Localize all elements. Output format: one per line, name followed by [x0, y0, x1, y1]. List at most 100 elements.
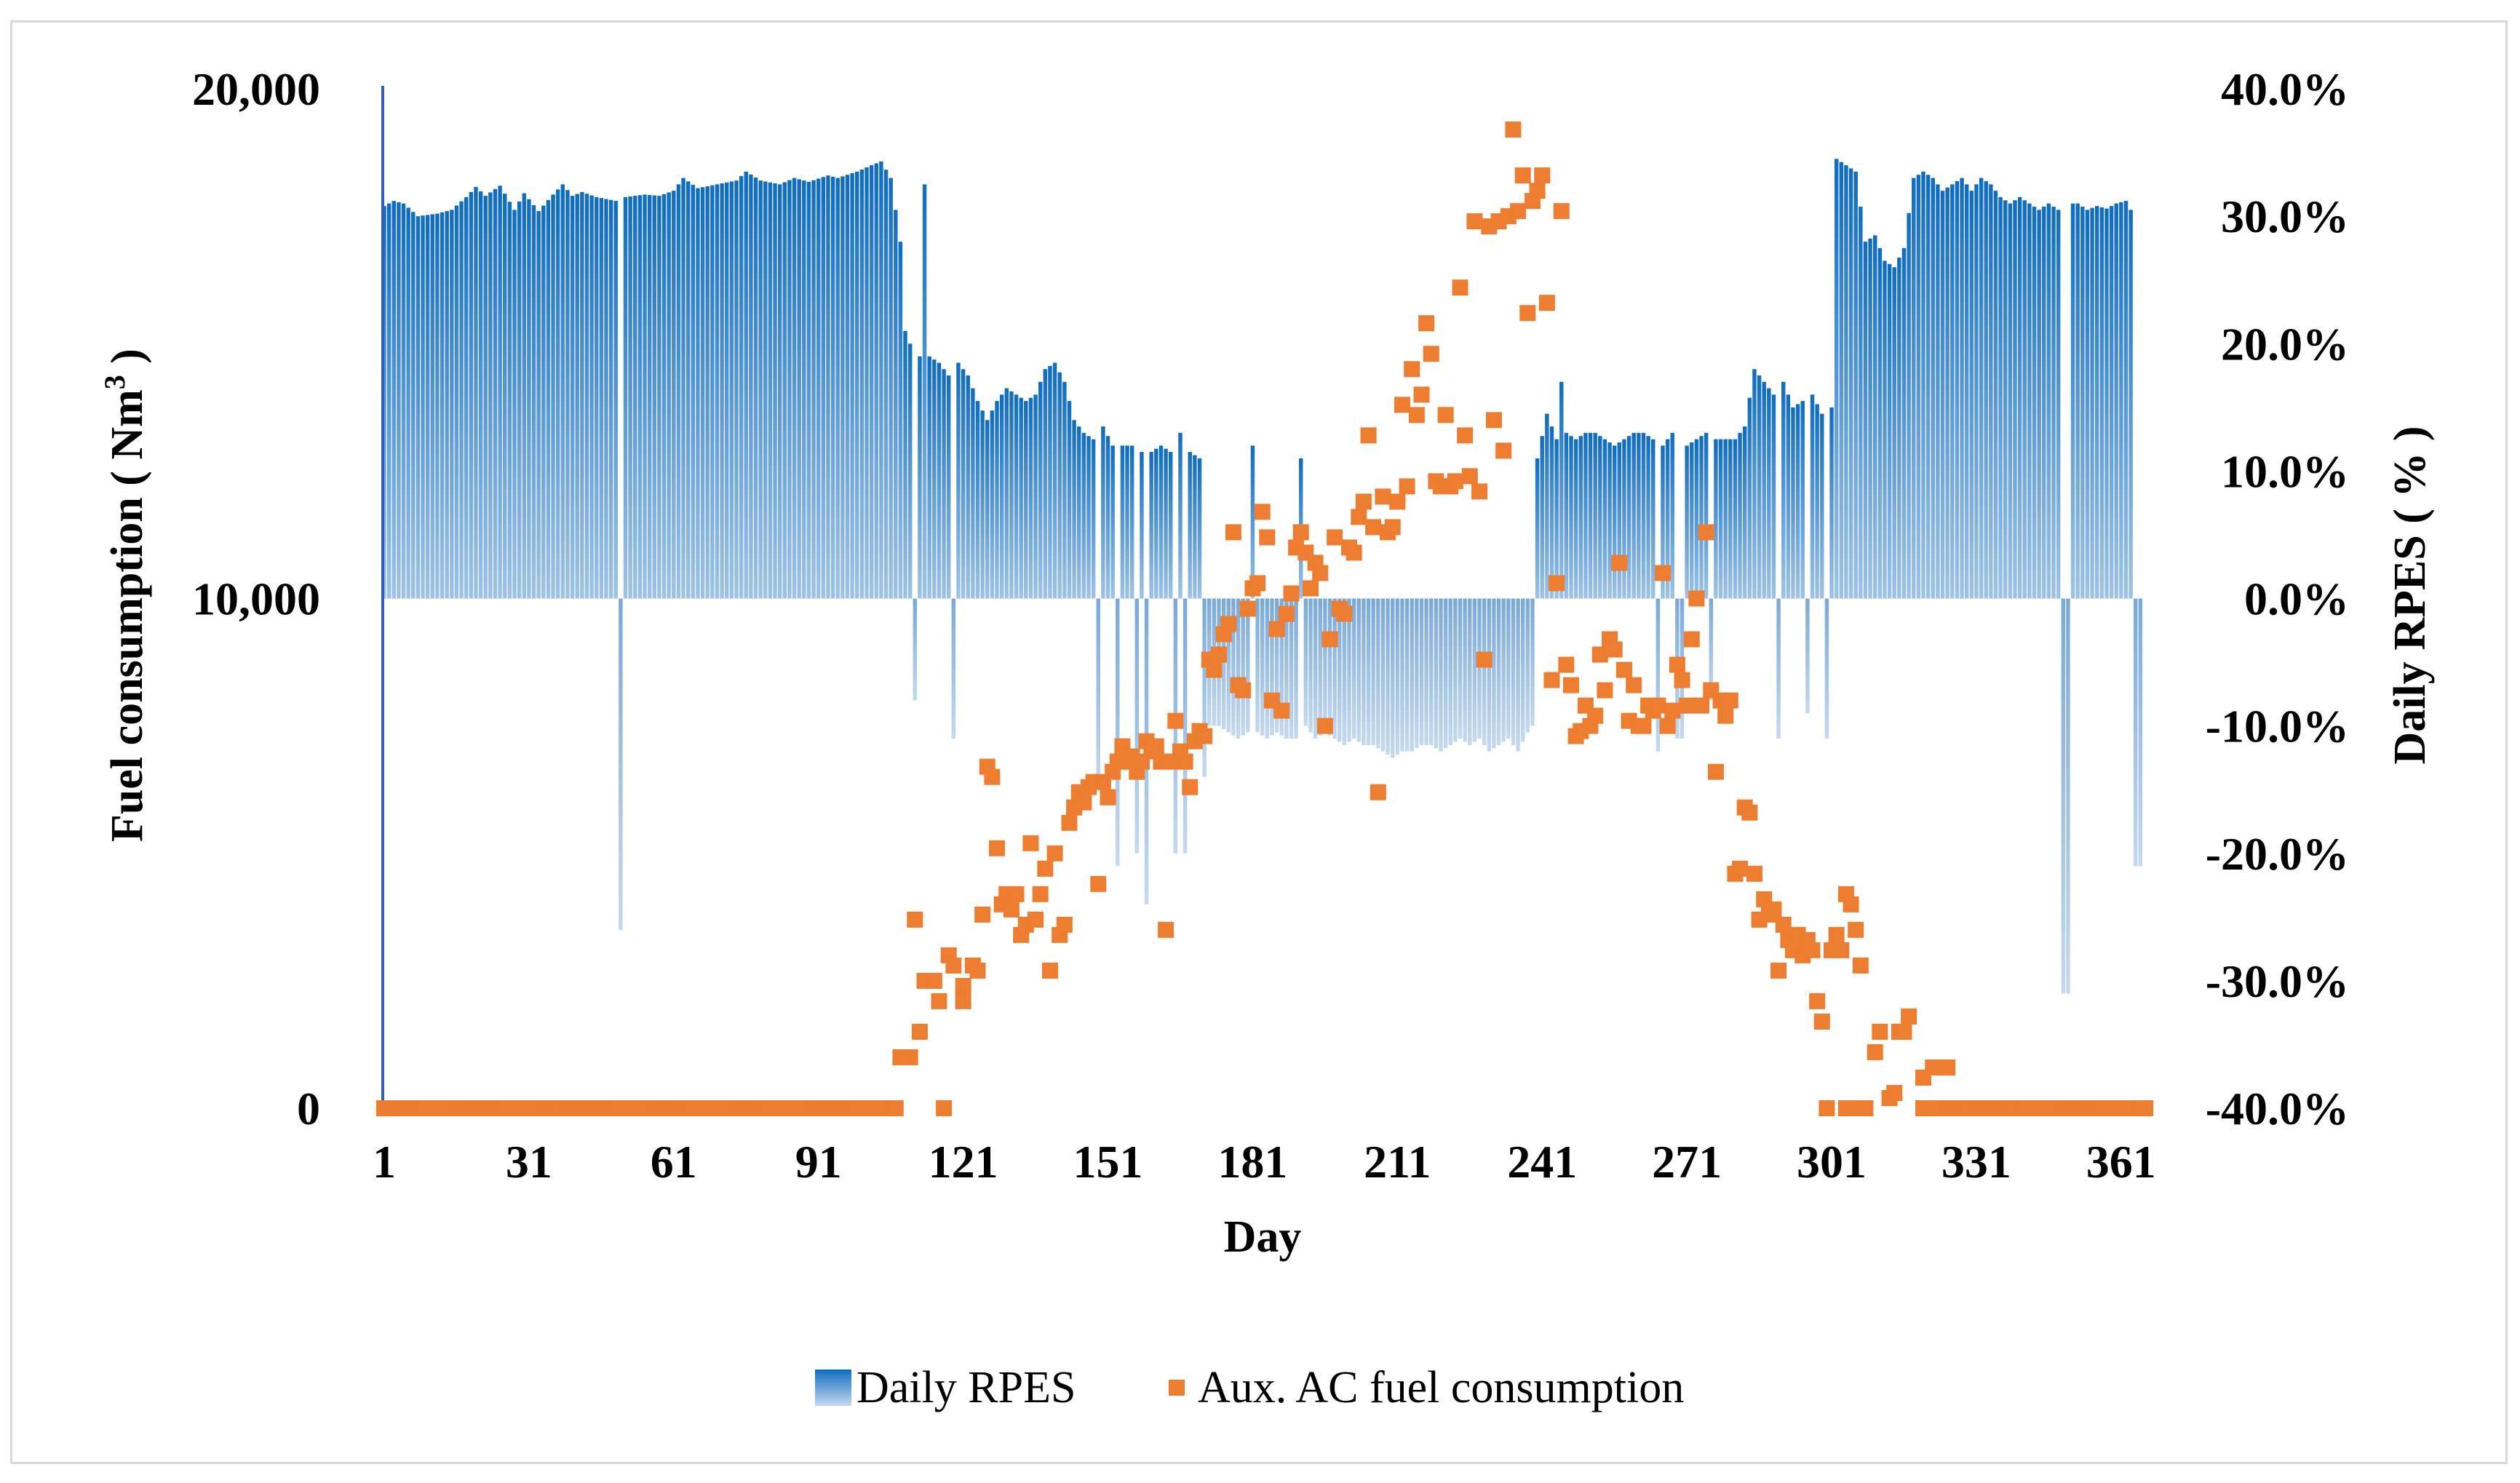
rpes-bar [1742, 426, 1747, 599]
y-right-ticks: 40.0% 30.0% 20.0% 10.0% 0.0% -10.0% -20.0% -30.… [2206, 63, 2349, 1134]
rpes-bar [1704, 432, 1709, 599]
aux-ac-point [1418, 315, 1435, 332]
aux-ac-point [1707, 763, 1724, 780]
rpes-bar [430, 214, 435, 599]
rpes-bar [1246, 598, 1250, 733]
aux-ac-point [1423, 346, 1439, 362]
rpes-bar [2056, 210, 2061, 599]
aux-ac-point [1437, 407, 1454, 424]
rpes-bar [753, 178, 758, 599]
aux-ac-point [1211, 646, 1228, 663]
aux-ac-point [1457, 427, 1474, 444]
aux-ac-point [1235, 682, 1252, 699]
rpes-bar [1588, 432, 1593, 599]
rpes-bar [1757, 375, 1762, 599]
rpes-bar [1308, 598, 1313, 733]
rpes-bar [421, 215, 425, 599]
rpes-bar [1052, 362, 1057, 599]
rpes-bar [2042, 206, 2046, 599]
rpes-bar [1327, 598, 1332, 736]
rpes-bar [1974, 184, 1979, 599]
rpes-bar [1347, 598, 1351, 742]
aux-ac-point [1664, 702, 1681, 719]
rpes-bar [700, 187, 705, 599]
rpes-bar [391, 201, 396, 599]
aux-ac-point [1543, 672, 1560, 688]
rpes-bar [1733, 439, 1738, 599]
rpes-bar [1969, 191, 1974, 599]
rpes-bar [787, 180, 792, 599]
rpes-bar [1463, 598, 1467, 742]
aux-ac-point [1158, 921, 1174, 938]
legend-rpes-label: Daily RPES [856, 1363, 1076, 1412]
rpes-bar [1004, 388, 1009, 599]
rpes-bar [918, 356, 922, 599]
rpes-bar [966, 375, 970, 599]
aux-ac-point [936, 1100, 953, 1116]
rpes-bar [440, 212, 445, 599]
rpes-bar [2070, 203, 2075, 599]
rpes-bar [488, 192, 493, 599]
aux-ac-point [1717, 707, 1734, 724]
rpes-bar [1800, 401, 1805, 599]
aux-ac-point [1365, 519, 1382, 536]
rpes-bar [1366, 598, 1371, 745]
aux-ac-point [1606, 641, 1623, 658]
rpes-bar [763, 181, 768, 599]
rpes-bar [1940, 191, 1945, 599]
aux-ac-point [1292, 524, 1309, 541]
rpes-bar [1762, 381, 1766, 599]
rpes-bar [845, 175, 850, 599]
rpes-bar [1183, 598, 1188, 854]
rpes-bar [768, 182, 773, 599]
aux-ac-point [1404, 361, 1420, 378]
rpes-bar [1342, 598, 1347, 745]
y-right-tick-label: 30.0% [2221, 191, 2349, 242]
aux-ac-point [1100, 789, 1116, 806]
rpes-bar [1487, 598, 1492, 752]
aux-ac-point [1485, 412, 1502, 429]
rpes-bar [1077, 426, 1081, 599]
rpes-bar [739, 175, 744, 599]
rpes-bar [1598, 436, 1602, 599]
aux-ac-point [1355, 493, 1372, 510]
rpes-bar [1140, 452, 1144, 599]
rpes-bar [623, 196, 628, 599]
rpes-bar [1877, 247, 1883, 599]
rpes-bar [1221, 598, 1226, 729]
rpes-bar [927, 356, 931, 599]
rpes-bar [2017, 196, 2022, 599]
rpes-bar [2109, 206, 2114, 599]
rpes-bar [1593, 432, 1597, 599]
rpes-bar [1241, 598, 1245, 736]
rpes-bar [551, 194, 555, 599]
rpes-bar [2138, 598, 2143, 867]
rpes-bar [580, 191, 584, 599]
rpes-bar [2061, 598, 2066, 994]
aux-ac-point [1375, 488, 1391, 505]
rpes-bar [1728, 439, 1733, 599]
rpes-bar [1038, 381, 1043, 599]
aux-ac-point [1722, 692, 1738, 709]
aux-ac-point [1519, 305, 1536, 322]
x-axis-title: Day [1224, 1212, 1302, 1262]
rpes-bar [522, 193, 526, 599]
rpes-bar [1530, 598, 1535, 726]
rpes-bar [1786, 394, 1791, 599]
rpes-bar [1443, 598, 1448, 749]
aux-ac-point [887, 1100, 904, 1116]
x-tick-label: 31 [506, 1136, 552, 1188]
rpes-bar [1984, 180, 1988, 599]
rpes-bar [874, 163, 878, 599]
y-right-tick-label: 10.0% [2221, 445, 2349, 497]
aux-ac-point [1177, 753, 1193, 770]
aux-ac-point [1563, 677, 1580, 693]
rpes-bar [816, 178, 821, 599]
rpes-bar [1178, 432, 1183, 599]
aux-ac-point [1316, 717, 1333, 734]
rpes-bar [1154, 448, 1158, 599]
aux-ac-point [955, 993, 971, 1009]
aux-ac-point [1597, 682, 1613, 699]
aux-ac-point [1857, 1100, 1874, 1116]
